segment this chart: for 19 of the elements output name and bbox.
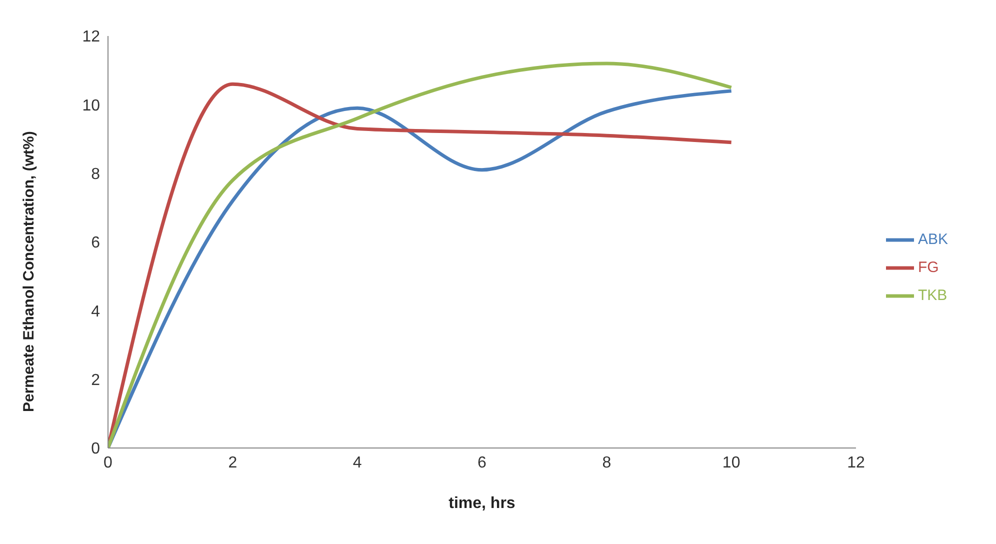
x-tick-label: 2 xyxy=(228,454,238,472)
legend-label: ABK xyxy=(918,230,948,248)
x-tick-label: 10 xyxy=(722,454,740,472)
legend-label: TKB xyxy=(918,287,948,304)
x-tick-label: 12 xyxy=(847,454,865,472)
y-tick-label: 4 xyxy=(91,303,100,320)
y-tick-label: 2 xyxy=(91,372,100,390)
legend-label: FG xyxy=(918,258,939,276)
y-tick-label: 10 xyxy=(82,97,100,114)
y-tick-label: 12 xyxy=(82,28,100,46)
x-tick-label: 8 xyxy=(602,454,612,472)
y-tick-label: 6 xyxy=(91,234,100,252)
x-tick-label: 0 xyxy=(104,454,113,472)
x-tick-label: 4 xyxy=(352,454,362,472)
x-tick-label: 6 xyxy=(478,454,487,472)
y-tick-label: 8 xyxy=(91,166,100,184)
x-axis-title: time, hrs xyxy=(448,495,516,512)
y-axis-title: Permeate Ethanol Concentration, (wt%) xyxy=(20,131,38,412)
y-tick-label: 0 xyxy=(91,440,100,458)
